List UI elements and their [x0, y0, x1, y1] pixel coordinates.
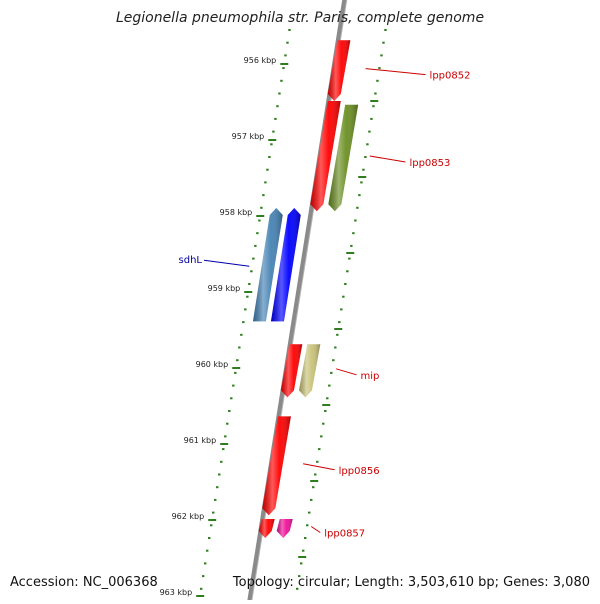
gene-lpp0857[interactable]	[276, 519, 293, 538]
gene-sdhL[interactable]	[270, 208, 301, 322]
gene-lpp0853[interactable]	[328, 104, 359, 212]
gene-label-leader	[310, 526, 321, 533]
kbp-label: 958 kbp	[220, 208, 253, 217]
tick-marks: 956 kbp 957 kbp 958 kbp 959 kbp 960 kbp 961 k…	[160, 29, 387, 597]
gene-arrow-shading	[276, 519, 293, 538]
gene-arrow-shading	[327, 40, 351, 101]
gene-label-leader	[369, 155, 406, 163]
gene-mip-a[interactable]	[280, 344, 303, 398]
gene-lpp0852-b[interactable]	[310, 101, 341, 212]
topology-text: Topology: circular; Length: 3,503,610 bp…	[232, 575, 590, 590]
map-title: Legionella pneumophila str. Paris, compl…	[115, 10, 485, 26]
gene-arrow-shading	[280, 344, 303, 398]
gene-arrow-shading	[328, 104, 359, 212]
kbp-label: 959 kbp	[208, 284, 241, 293]
kbp-label: 957 kbp	[232, 132, 265, 141]
gene-label-text[interactable]: lpp0856	[339, 466, 380, 477]
gene-label-leader	[303, 463, 335, 471]
gene-label-text[interactable]: lpp0853	[409, 158, 450, 169]
gene-label-leader	[203, 259, 250, 267]
gene-label-mip[interactable]: mip	[335, 368, 380, 382]
gene-label-lpp0853[interactable]: lpp0853	[369, 155, 451, 169]
gene-label-sdhL[interactable]: sdhL	[179, 255, 250, 267]
gene-label-text[interactable]: lpp0852	[430, 71, 471, 82]
gene-arrow-shading	[270, 208, 301, 322]
gene-mip[interactable]	[298, 344, 321, 398]
gene-label-leader	[365, 68, 426, 76]
gene-label-text[interactable]: mip	[361, 371, 380, 382]
gene-lpp0852[interactable]	[327, 40, 351, 101]
gene-label-text[interactable]: lpp0857	[324, 529, 365, 540]
gene-lpp0857-a[interactable]	[258, 519, 275, 538]
kbp-label: 962 kbp	[172, 512, 205, 521]
gene-arrow-shading	[310, 101, 341, 212]
gene-features	[252, 40, 359, 538]
gene-arrow-shading	[298, 344, 321, 398]
gene-label-lpp0852[interactable]: lpp0852	[365, 68, 471, 82]
gene-label-leader	[335, 368, 357, 376]
gene-arrow-shading	[258, 519, 275, 538]
gene-label-text[interactable]: sdhL	[179, 255, 203, 266]
gene-arrow-shading	[262, 416, 291, 516]
gene-label-lpp0857[interactable]: lpp0857	[310, 526, 365, 540]
kbp-label: 956 kbp	[244, 56, 277, 65]
kbp-label: 963 kbp	[160, 588, 193, 597]
kbp-label: 960 kbp	[196, 360, 229, 369]
accession-text: Accession: NC_006368	[10, 575, 158, 590]
gene-lpp0856[interactable]	[262, 416, 291, 516]
gene-labels: lpp0852 lpp0853 sdhL mip lpp0856 lpp0857	[179, 68, 471, 540]
kbp-label: 961 kbp	[184, 436, 217, 445]
gene-arrow-shading	[252, 208, 283, 322]
gene-label-lpp0856[interactable]: lpp0856	[303, 463, 380, 477]
gene-sdhL-a[interactable]	[252, 208, 283, 322]
